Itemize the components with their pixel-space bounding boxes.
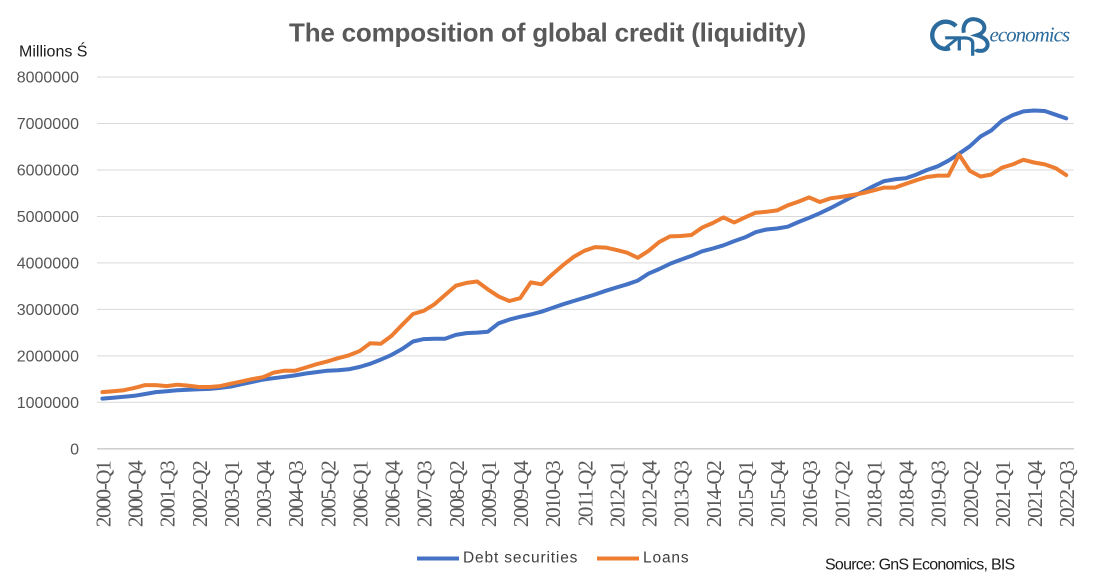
svg-text:2020-Q2: 2020-Q2: [959, 461, 983, 527]
svg-text:Loans: Loans: [643, 550, 689, 567]
svg-text:2021-Q1: 2021-Q1: [991, 461, 1015, 527]
svg-text:2012-Q4: 2012-Q4: [638, 460, 662, 527]
svg-text:2012-Q1: 2012-Q1: [605, 461, 629, 527]
svg-text:2018-Q1: 2018-Q1: [862, 461, 886, 527]
svg-text:2000-Q4: 2000-Q4: [124, 460, 148, 527]
svg-text:2009-Q1: 2009-Q1: [477, 461, 501, 527]
svg-text:2021-Q4: 2021-Q4: [1023, 460, 1047, 527]
svg-text:2001-Q3: 2001-Q3: [156, 461, 180, 527]
svg-text:2013-Q3: 2013-Q3: [670, 461, 694, 527]
svg-text:2008-Q2: 2008-Q2: [445, 461, 469, 527]
svg-text:3000000: 3000000: [17, 302, 79, 319]
svg-text:4000000: 4000000: [17, 255, 79, 272]
svg-text:2000-Q1: 2000-Q1: [91, 461, 115, 527]
svg-text:2003-Q1: 2003-Q1: [220, 461, 244, 527]
svg-text:2003-Q4: 2003-Q4: [252, 460, 276, 527]
svg-text:7000000: 7000000: [17, 116, 79, 133]
svg-text:economics: economics: [990, 23, 1070, 47]
svg-text:6000000: 6000000: [17, 163, 79, 180]
svg-text:2016-Q3: 2016-Q3: [798, 461, 822, 527]
svg-text:2000000: 2000000: [17, 348, 79, 365]
svg-text:0: 0: [70, 441, 79, 458]
svg-text:2006-Q1: 2006-Q1: [348, 461, 372, 527]
svg-text:5000000: 5000000: [17, 209, 79, 226]
svg-text:2015-Q1: 2015-Q1: [734, 461, 758, 527]
svg-text:Debt securities: Debt securities: [463, 550, 578, 567]
svg-text:2018-Q4: 2018-Q4: [895, 460, 919, 527]
svg-text:2015-Q4: 2015-Q4: [766, 460, 790, 527]
svg-text:2002-Q2: 2002-Q2: [188, 461, 212, 527]
svg-text:1000000: 1000000: [17, 395, 79, 412]
svg-text:2010-Q3: 2010-Q3: [541, 461, 565, 527]
svg-text:2017-Q2: 2017-Q2: [830, 461, 854, 527]
svg-text:2022-Q3: 2022-Q3: [1055, 461, 1079, 527]
svg-text:2004-Q3: 2004-Q3: [284, 461, 308, 527]
svg-text:2011-Q2: 2011-Q2: [573, 461, 597, 527]
svg-text:2007-Q3: 2007-Q3: [413, 461, 437, 527]
svg-text:2014-Q2: 2014-Q2: [702, 461, 726, 527]
svg-text:2019-Q3: 2019-Q3: [927, 461, 951, 527]
svg-text:2009-Q4: 2009-Q4: [509, 460, 533, 527]
svg-text:Millions Ś: Millions Ś: [19, 42, 87, 61]
svg-text:2006-Q4: 2006-Q4: [381, 460, 405, 527]
svg-text:The composition of global cred: The composition of global credit (liquid…: [289, 18, 806, 48]
svg-text:8000000: 8000000: [17, 70, 79, 87]
svg-text:Source: GnS Economics, BIS: Source: GnS Economics, BIS: [825, 556, 1015, 573]
svg-text:2005-Q2: 2005-Q2: [316, 461, 340, 527]
